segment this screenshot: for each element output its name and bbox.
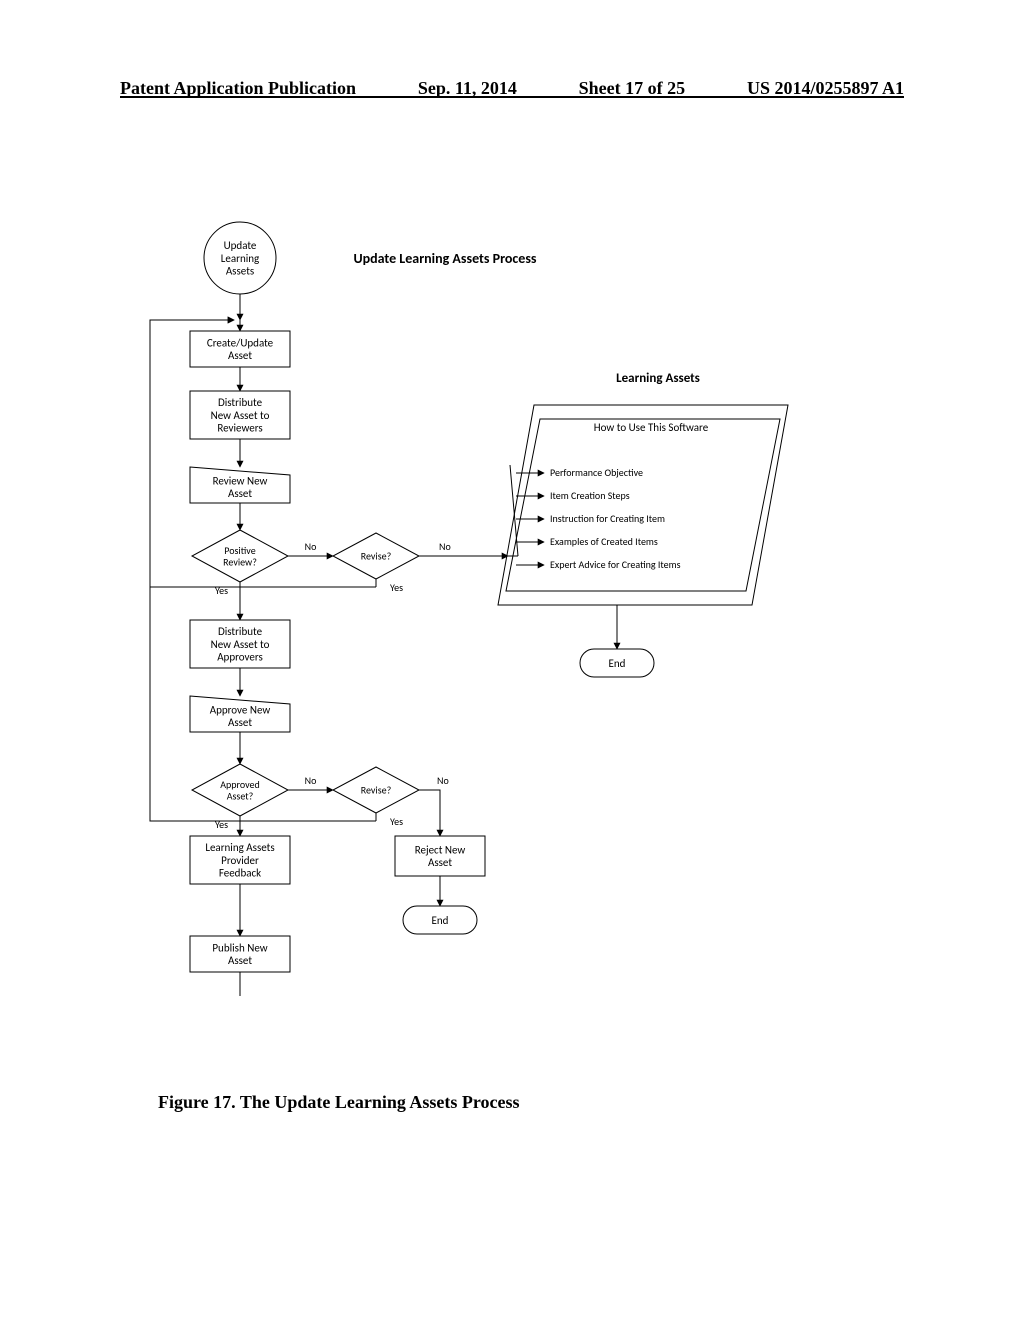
svg-text:Distribute: Distribute [218, 625, 263, 638]
svg-text:No: No [305, 540, 317, 553]
svg-text:Asset: Asset [428, 856, 452, 869]
svg-text:Revise?: Revise? [361, 784, 392, 797]
svg-text:End: End [609, 657, 626, 670]
svg-text:New Asset to: New Asset to [211, 638, 270, 651]
svg-text:Asset: Asset [228, 349, 252, 362]
svg-text:Distribute: Distribute [218, 396, 263, 409]
svg-text:Examples of Created Items: Examples of Created Items [550, 535, 658, 548]
svg-text:Yes: Yes [215, 818, 228, 831]
svg-text:Reject New: Reject New [415, 844, 466, 857]
svg-text:Performance Objective: Performance Objective [550, 466, 643, 479]
svg-text:Publish New: Publish New [212, 942, 267, 955]
svg-text:Yes: Yes [215, 584, 228, 597]
svg-text:Item Creation Steps: Item Creation Steps [550, 489, 630, 502]
flowchart-diagram: UpdateLearningAssetsCreate/UpdateAssetDi… [0, 0, 1024, 1320]
svg-text:End: End [432, 914, 449, 927]
svg-text:Asset: Asset [228, 487, 252, 500]
svg-text:Expert Advice for Creating Ite: Expert Advice for Creating Items [550, 558, 681, 571]
svg-text:Review New: Review New [213, 475, 268, 488]
svg-text:Provider: Provider [221, 854, 259, 867]
svg-text:Approvers: Approvers [217, 651, 263, 664]
svg-text:Approve New: Approve New [210, 704, 271, 717]
svg-text:Review?: Review? [223, 555, 257, 568]
figure-caption-text: Figure 17. The Update Learning Assets Pr… [158, 1092, 520, 1112]
svg-text:Yes: Yes [390, 815, 403, 828]
svg-text:No: No [439, 540, 451, 553]
svg-text:Learning Assets: Learning Assets [616, 371, 700, 386]
svg-text:Feedback: Feedback [219, 867, 261, 880]
svg-text:Learning: Learning [221, 252, 259, 265]
svg-text:Reviewers: Reviewers [217, 422, 262, 435]
svg-text:Asset: Asset [228, 716, 252, 729]
svg-text:Asset: Asset [228, 954, 252, 967]
svg-text:Learning Assets: Learning Assets [205, 841, 274, 854]
svg-text:Revise?: Revise? [361, 550, 392, 563]
svg-text:How to Use This Software: How to Use This Software [594, 421, 709, 434]
svg-text:No: No [437, 774, 449, 787]
svg-text:Update: Update [224, 239, 257, 252]
figure-caption: Figure 17. The Update Learning Assets Pr… [158, 1092, 520, 1113]
page: Patent Application Publication Sep. 11, … [0, 0, 1024, 1320]
svg-text:Instruction for Creating Item: Instruction for Creating Item [550, 512, 665, 525]
svg-text:Assets: Assets [226, 265, 254, 278]
svg-text:Update Learning Assets Process: Update Learning Assets Process [353, 250, 536, 267]
svg-text:New Asset to: New Asset to [211, 409, 270, 422]
svg-text:No: No [305, 774, 317, 787]
svg-text:Asset?: Asset? [227, 789, 254, 802]
svg-text:Yes: Yes [390, 581, 403, 594]
svg-text:Create/Update: Create/Update [207, 337, 274, 350]
